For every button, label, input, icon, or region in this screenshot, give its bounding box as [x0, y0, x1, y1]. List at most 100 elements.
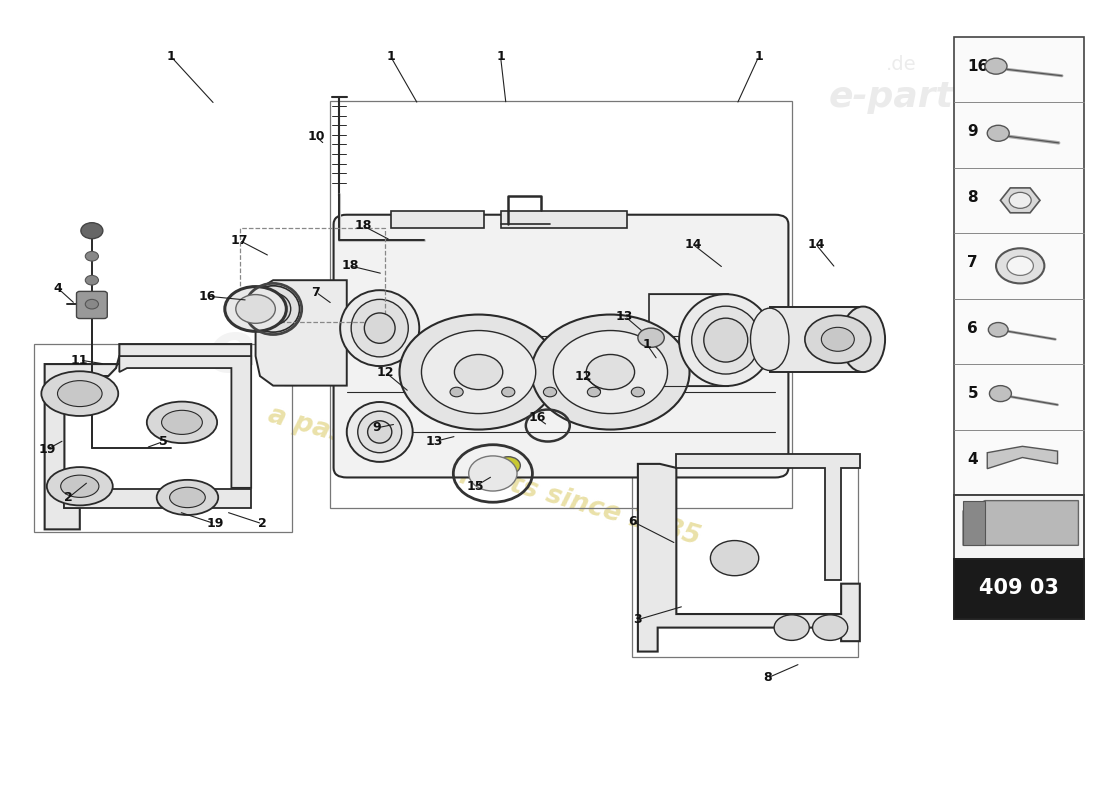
- Circle shape: [450, 387, 463, 397]
- Text: 9: 9: [968, 124, 978, 139]
- Text: 12: 12: [376, 366, 394, 378]
- Circle shape: [1006, 256, 1033, 275]
- Text: 1: 1: [496, 50, 505, 63]
- Text: 15: 15: [466, 480, 484, 493]
- Circle shape: [235, 294, 275, 323]
- Circle shape: [496, 457, 520, 474]
- Text: .de: .de: [887, 55, 917, 74]
- Circle shape: [989, 386, 1011, 402]
- Text: 10: 10: [307, 130, 324, 143]
- Circle shape: [996, 248, 1044, 283]
- Circle shape: [822, 327, 855, 351]
- Bar: [649, 294, 728, 386]
- Bar: [632, 454, 858, 657]
- Text: 6: 6: [628, 515, 637, 528]
- Circle shape: [587, 387, 601, 397]
- Ellipse shape: [351, 299, 408, 357]
- Text: 1: 1: [755, 50, 763, 63]
- Circle shape: [711, 541, 759, 576]
- Ellipse shape: [42, 371, 118, 416]
- Bar: [955, 495, 1084, 559]
- Ellipse shape: [364, 313, 395, 343]
- Polygon shape: [119, 356, 251, 488]
- Ellipse shape: [704, 318, 748, 362]
- Circle shape: [454, 354, 503, 390]
- Circle shape: [502, 387, 515, 397]
- Ellipse shape: [47, 467, 113, 506]
- Bar: [955, 559, 1084, 619]
- Ellipse shape: [692, 306, 760, 374]
- Text: 4: 4: [968, 451, 978, 466]
- Text: 1: 1: [386, 50, 395, 63]
- Circle shape: [81, 222, 103, 238]
- Polygon shape: [964, 501, 1078, 546]
- Circle shape: [553, 330, 668, 414]
- Circle shape: [543, 387, 557, 397]
- Text: 17: 17: [230, 234, 248, 246]
- Circle shape: [586, 354, 635, 390]
- Circle shape: [813, 615, 848, 640]
- Text: 12: 12: [574, 370, 592, 382]
- Text: 2: 2: [257, 518, 266, 530]
- FancyBboxPatch shape: [333, 214, 789, 478]
- Bar: [500, 210, 627, 228]
- Circle shape: [86, 275, 99, 285]
- Text: 8: 8: [763, 671, 772, 685]
- Circle shape: [86, 227, 99, 237]
- Text: 4: 4: [54, 282, 63, 294]
- Polygon shape: [1000, 188, 1040, 213]
- Bar: [330, 101, 792, 508]
- Text: 7: 7: [311, 286, 320, 298]
- Circle shape: [86, 251, 99, 261]
- Text: 1: 1: [642, 338, 651, 350]
- Circle shape: [86, 299, 99, 309]
- Ellipse shape: [750, 308, 789, 370]
- Text: 1: 1: [166, 50, 175, 63]
- Bar: [955, 37, 1084, 495]
- Ellipse shape: [346, 402, 412, 462]
- Ellipse shape: [146, 402, 217, 443]
- Text: 2: 2: [65, 491, 74, 504]
- Circle shape: [988, 322, 1008, 337]
- Bar: [34, 344, 292, 532]
- Circle shape: [986, 58, 1006, 74]
- Circle shape: [224, 286, 286, 331]
- Text: 11: 11: [72, 354, 88, 366]
- Circle shape: [987, 126, 1009, 142]
- Bar: [390, 210, 484, 228]
- Text: a passion for parts since 1985: a passion for parts since 1985: [265, 402, 703, 550]
- Text: 5: 5: [968, 386, 978, 401]
- Text: 13: 13: [426, 435, 443, 448]
- Text: 18: 18: [354, 219, 372, 233]
- FancyBboxPatch shape: [77, 291, 108, 318]
- Text: 16: 16: [528, 411, 546, 424]
- Text: 16: 16: [968, 58, 989, 74]
- Bar: [240, 227, 385, 322]
- Polygon shape: [638, 464, 860, 651]
- Text: 409 03: 409 03: [979, 578, 1059, 598]
- Polygon shape: [676, 454, 860, 580]
- Text: 6: 6: [968, 321, 978, 335]
- Polygon shape: [964, 501, 986, 546]
- Ellipse shape: [367, 421, 392, 443]
- Text: 16: 16: [198, 290, 216, 302]
- Circle shape: [399, 314, 558, 430]
- Polygon shape: [987, 446, 1057, 469]
- Bar: [770, 306, 864, 372]
- Text: 19: 19: [206, 518, 223, 530]
- Ellipse shape: [60, 475, 99, 498]
- Circle shape: [805, 315, 871, 363]
- Circle shape: [531, 314, 690, 430]
- Ellipse shape: [679, 294, 772, 386]
- Ellipse shape: [255, 293, 290, 325]
- Text: e-parts: e-parts: [828, 79, 975, 114]
- Ellipse shape: [842, 306, 886, 372]
- Text: 19: 19: [39, 443, 55, 456]
- Ellipse shape: [57, 381, 102, 406]
- Circle shape: [631, 387, 645, 397]
- Ellipse shape: [169, 487, 206, 508]
- Text: 14: 14: [684, 238, 702, 250]
- Text: 3: 3: [634, 613, 642, 626]
- Text: 8: 8: [968, 190, 978, 205]
- Ellipse shape: [340, 290, 419, 366]
